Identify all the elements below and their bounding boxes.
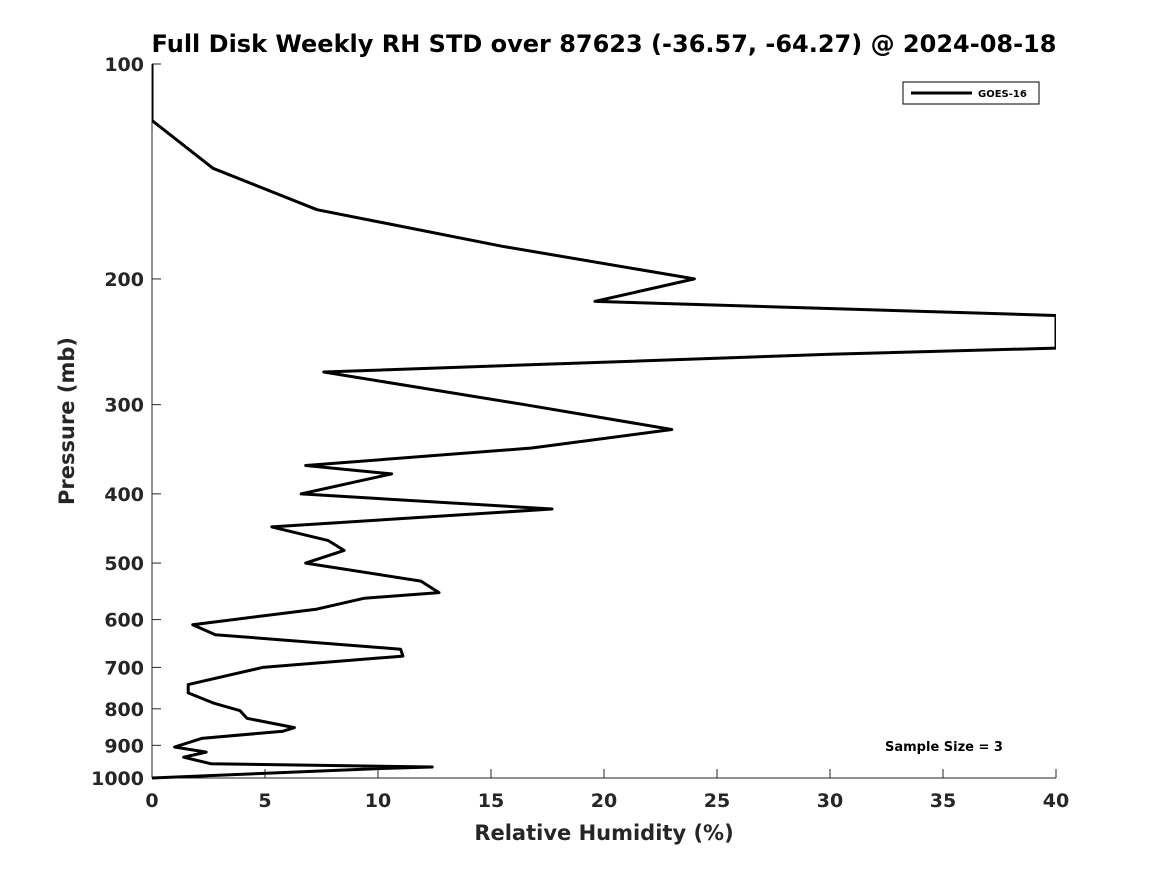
x-axis-label: Relative Humidity (%) — [474, 821, 733, 845]
plot-axes: 0 5 10 15 20 25 30 35 40 100 200 300 400 500 600 700 800… — [91, 54, 1069, 812]
x-tick-label: 15 — [478, 790, 504, 812]
y-tick-label: 1000 — [91, 768, 144, 790]
y-tick-label: 600 — [104, 610, 144, 632]
y-tick-label: 800 — [104, 699, 144, 721]
chart-title: Full Disk Weekly RH STD over 87623 (-36.… — [152, 30, 1057, 58]
legend: GOES-16 — [902, 81, 1040, 105]
y-axis-label: Pressure (mb) — [55, 337, 79, 505]
y-tick-label: 400 — [104, 484, 144, 506]
x-tick-label: 35 — [930, 790, 956, 812]
y-tick-label: 200 — [104, 269, 144, 291]
y-tick-label: 900 — [104, 735, 144, 757]
x-tick-label: 30 — [817, 790, 843, 812]
x-tick-label: 5 — [258, 790, 271, 812]
series-line-1 — [152, 64, 1056, 780]
y-tick-label: 700 — [104, 657, 144, 679]
series-layer — [152, 64, 1056, 780]
x-tick-label: 25 — [704, 790, 730, 812]
x-tick-label: 10 — [365, 790, 391, 812]
y-tick-label: 100 — [104, 54, 144, 76]
y-tick-label: 300 — [104, 395, 144, 417]
legend-label: GOES-16 — [978, 89, 1027, 100]
sample-size-annotation: Sample Size = 3 — [885, 740, 1003, 755]
x-tick-label: 20 — [591, 790, 617, 812]
x-tick-label: 0 — [145, 790, 158, 812]
x-tick-label: 40 — [1043, 790, 1069, 812]
y-tick-label: 500 — [104, 553, 144, 575]
